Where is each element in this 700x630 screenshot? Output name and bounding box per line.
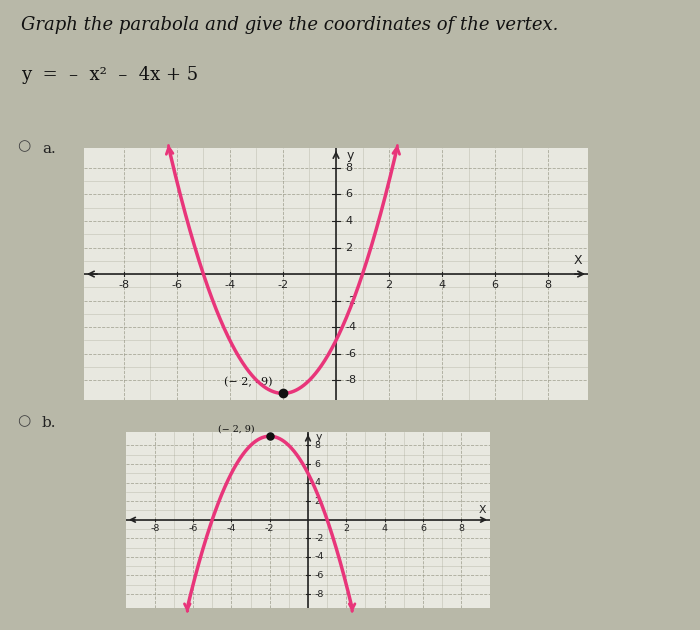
Text: 2: 2 <box>343 524 349 533</box>
Text: 4: 4 <box>438 280 446 290</box>
Text: 8: 8 <box>314 441 321 450</box>
Text: 4: 4 <box>345 216 352 226</box>
Text: 8: 8 <box>345 163 352 173</box>
Text: y  =  –  x²  –  4x + 5: y = – x² – 4x + 5 <box>21 66 198 84</box>
Text: 6: 6 <box>420 524 426 533</box>
Text: 2: 2 <box>314 496 321 506</box>
Text: (− 2, –9): (− 2, –9) <box>224 377 272 387</box>
Text: 4: 4 <box>382 524 388 533</box>
Text: (− 2, 9): (− 2, 9) <box>218 425 254 433</box>
Text: -2: -2 <box>345 295 356 306</box>
Text: b.: b. <box>42 416 57 430</box>
Text: -8: -8 <box>314 590 323 598</box>
Text: -8: -8 <box>345 375 356 385</box>
Text: 6: 6 <box>345 190 352 200</box>
Text: X: X <box>574 255 582 267</box>
Text: -8: -8 <box>150 524 160 533</box>
Text: y: y <box>316 432 322 442</box>
Text: -4: -4 <box>314 553 323 561</box>
Text: -2: -2 <box>265 524 274 533</box>
Text: 8: 8 <box>545 280 552 290</box>
Text: -6: -6 <box>172 280 182 290</box>
Text: -4: -4 <box>345 322 356 332</box>
Text: ○: ○ <box>18 413 31 428</box>
Text: 6: 6 <box>491 280 498 290</box>
Text: 2: 2 <box>386 280 393 290</box>
Text: -2: -2 <box>277 280 288 290</box>
Text: 8: 8 <box>458 524 464 533</box>
Text: Graph the parabola and give the coordinates of the vertex.: Graph the parabola and give the coordina… <box>21 16 559 34</box>
Text: y: y <box>346 149 354 163</box>
Text: -6: -6 <box>314 571 323 580</box>
Text: -4: -4 <box>227 524 236 533</box>
Text: -8: -8 <box>118 280 130 290</box>
Text: 2: 2 <box>345 243 352 253</box>
Text: -6: -6 <box>188 524 197 533</box>
Text: a.: a. <box>42 142 56 156</box>
Text: -4: -4 <box>224 280 235 290</box>
Text: -6: -6 <box>345 348 356 358</box>
Text: ○: ○ <box>18 139 31 154</box>
Text: X: X <box>479 505 486 515</box>
Text: -2: -2 <box>314 534 323 543</box>
Text: 6: 6 <box>314 459 321 469</box>
Text: 4: 4 <box>314 478 321 487</box>
